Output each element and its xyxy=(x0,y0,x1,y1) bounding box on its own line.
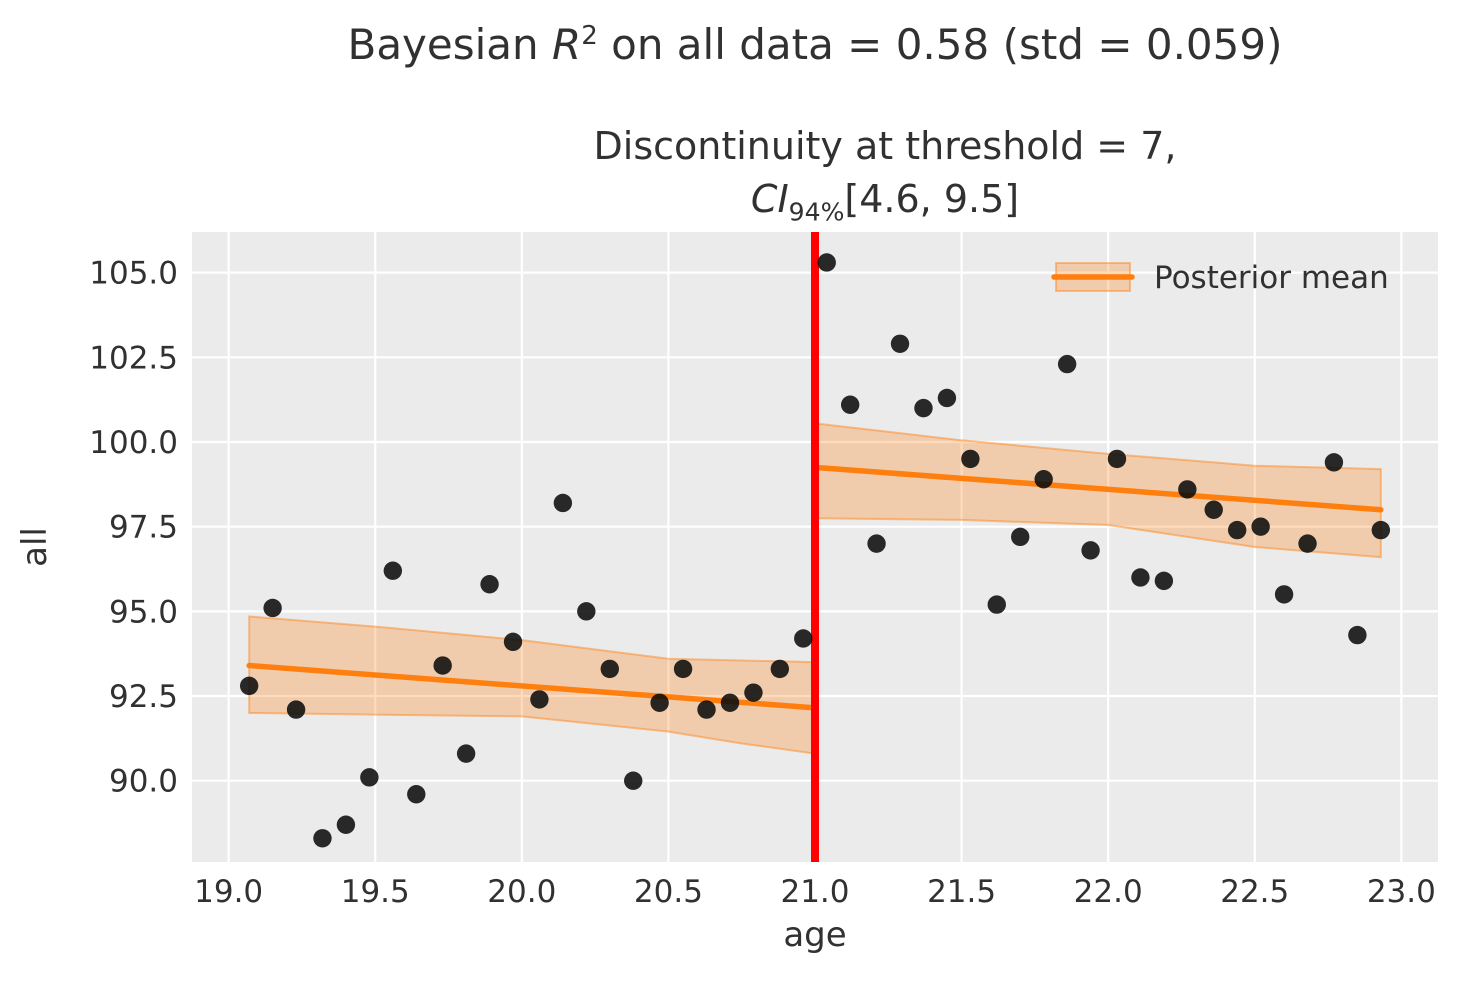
scatter-point xyxy=(1034,470,1053,489)
figure-title-suffix: on all data = 0.58 (std = 0.059) xyxy=(597,20,1283,69)
scatter-point xyxy=(263,598,282,618)
scatter-point xyxy=(937,388,957,408)
figure-title-exponent: 2 xyxy=(581,21,598,51)
scatter-point xyxy=(987,595,1006,614)
scatter-point xyxy=(890,334,910,353)
scatter-point xyxy=(1324,453,1344,472)
y-axis-label: all xyxy=(15,527,55,567)
scatter-point xyxy=(1057,354,1077,374)
x-tick-label: 19.5 xyxy=(341,874,410,910)
figure-title-prefix: Bayesian xyxy=(347,20,553,69)
scatter-point xyxy=(1274,585,1294,604)
legend-label: Posterior mean xyxy=(1154,260,1389,296)
scatter-point xyxy=(770,659,790,679)
scatter-point xyxy=(1178,480,1197,499)
scatter-point xyxy=(624,771,643,790)
scatter-point xyxy=(239,676,259,696)
scatter-point xyxy=(1011,527,1030,547)
scatter-point xyxy=(840,395,860,414)
ci-interval: [4.6, 9.5] xyxy=(844,177,1020,221)
scatter-point xyxy=(360,768,379,787)
scatter-point xyxy=(1107,449,1127,469)
scatter-point xyxy=(1081,541,1100,560)
y-tick-label: 97.5 xyxy=(109,510,178,546)
scatter-point xyxy=(1251,517,1270,536)
scatter-point xyxy=(407,785,426,804)
posterior-mean-line-post-threshold xyxy=(812,464,1384,513)
scatter-point xyxy=(744,683,763,702)
scatter-point xyxy=(794,629,813,648)
x-tick-label: 20.0 xyxy=(487,874,556,910)
scatter-point xyxy=(1227,520,1247,540)
x-tick-label: 22.5 xyxy=(1220,874,1289,910)
axes-title: Discontinuity at threshold = 7, CI94%[4.… xyxy=(262,120,1463,239)
scatter-point xyxy=(456,744,476,763)
scatter-point xyxy=(697,700,716,719)
scatter-point xyxy=(553,493,573,513)
axes-title-line1: Discontinuity at threshold = 7, xyxy=(593,124,1177,168)
x-tick-label: 22.0 xyxy=(1074,874,1143,910)
scatter-point xyxy=(530,690,549,709)
scatter-point xyxy=(1204,500,1223,519)
scatter-point xyxy=(961,449,980,469)
y-tick-label: 100.0 xyxy=(89,425,178,461)
x-tick-label: 21.0 xyxy=(780,874,849,910)
scatter-point xyxy=(383,561,403,580)
scatter-point xyxy=(286,700,306,719)
scatter-point xyxy=(433,656,452,675)
scatter-point xyxy=(577,602,596,621)
scatter-point xyxy=(503,632,523,652)
scatter-point xyxy=(1371,520,1391,540)
ci-subscript: 94% xyxy=(788,197,845,227)
y-tick-label: 95.0 xyxy=(109,594,178,630)
x-tick-label: 23.0 xyxy=(1367,874,1436,910)
scatter-point xyxy=(480,575,499,594)
scatter-point xyxy=(1154,571,1174,591)
x-tick-label: 20.5 xyxy=(634,874,703,910)
axes-title-line2: CI94%[4.6, 9.5] xyxy=(262,173,1463,239)
y-tick-label: 102.5 xyxy=(89,340,178,376)
figure-title: Bayesian R2 on all data = 0.58 (std = 0.… xyxy=(192,20,1438,69)
posterior-mean-line-pre-threshold xyxy=(246,662,818,711)
scatter-point xyxy=(673,659,693,679)
figure-title-math-var: R xyxy=(552,20,582,69)
scatter-point xyxy=(336,815,356,834)
scatter-point xyxy=(1348,625,1367,645)
scatter-point xyxy=(817,253,836,272)
x-tick-label: 19.0 xyxy=(194,874,263,910)
x-tick-label: 21.5 xyxy=(927,874,996,910)
scatter-point xyxy=(720,693,740,713)
scatter-point xyxy=(914,398,933,418)
scatter-point xyxy=(313,829,332,848)
scatter-point xyxy=(1298,534,1317,553)
ci-symbol: CI xyxy=(750,177,789,221)
y-tick-label: 90.0 xyxy=(109,764,178,800)
y-tick-label: 105.0 xyxy=(89,256,178,292)
x-axis-label: age xyxy=(783,915,846,955)
scatter-point xyxy=(650,693,669,713)
scatter-point xyxy=(600,659,619,679)
scatter-point xyxy=(1131,568,1150,587)
scatter-point xyxy=(867,534,886,553)
y-tick-label: 92.5 xyxy=(109,679,178,715)
